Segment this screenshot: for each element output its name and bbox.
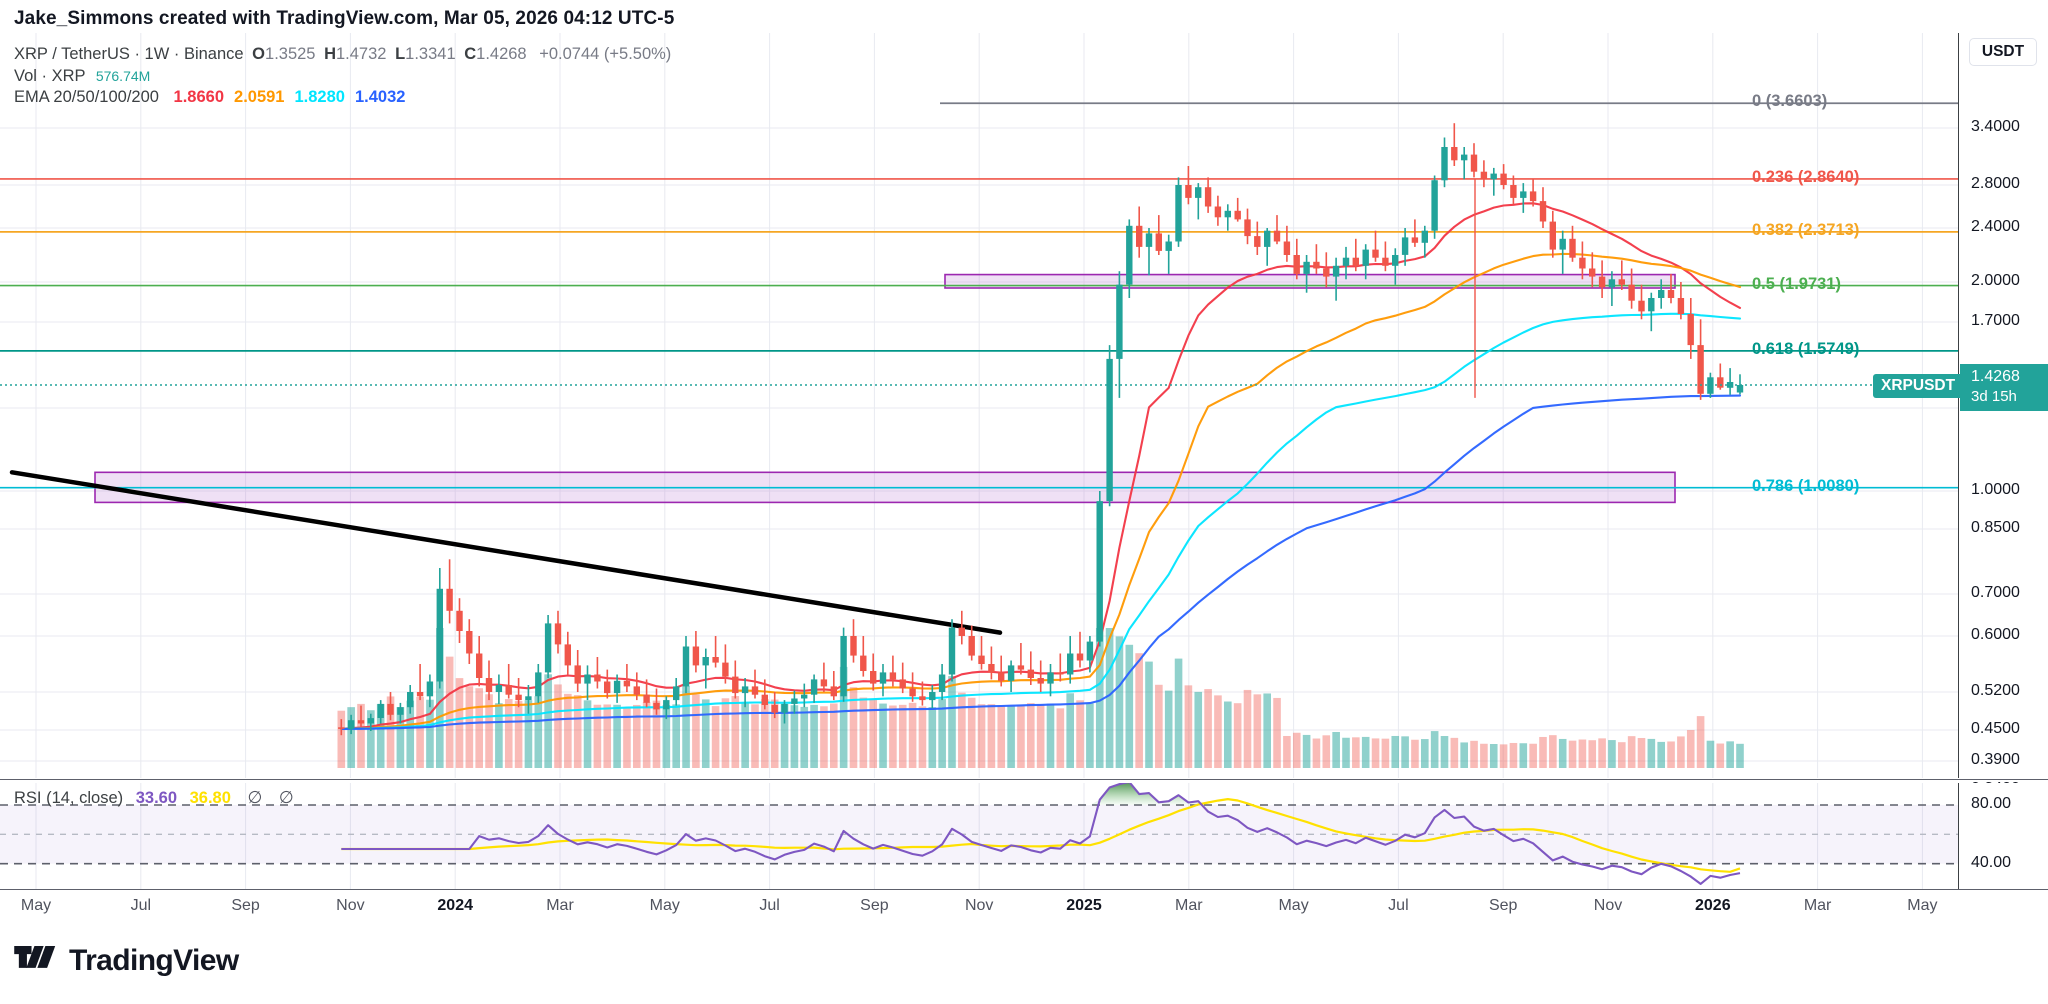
time-tick-label: Mar xyxy=(546,897,574,914)
legend-open-value: 1.3525 xyxy=(265,45,316,63)
price-tick-label: 3.4000 xyxy=(1971,118,2020,135)
time-tick-label: 2025 xyxy=(1066,897,1102,914)
price-pane[interactable] xyxy=(0,33,1958,778)
price-axis[interactable]: USDT 3.40002.80002.40002.00001.70001.200… xyxy=(1958,33,2048,797)
time-tick-label: May xyxy=(1907,897,1938,914)
time-tick-label: May xyxy=(649,897,680,914)
price-tick-label: 1.7000 xyxy=(1971,312,2020,329)
rsi-tick-label: 40.00 xyxy=(1971,853,2012,871)
attribution-text: Jake_Simmons created with TradingView.co… xyxy=(14,8,675,29)
legend-low-label: L xyxy=(395,45,406,63)
fib-level-label: 0 (3.6603) xyxy=(1752,92,1828,111)
price-tick-label: 0.5200 xyxy=(1971,682,2020,699)
symbol-price-tag: XRPUSDT xyxy=(1873,374,1964,398)
currency-badge: USDT xyxy=(1969,38,2037,66)
legend-ema-value: 1.8660 xyxy=(173,88,225,106)
legend-low-value: 1.3341 xyxy=(405,45,456,63)
legend-volume-number: 576.74 xyxy=(95,67,139,84)
fib-level-label: 0.236 (2.8640) xyxy=(1752,167,1860,186)
legend-close-value: 1.4268 xyxy=(476,45,527,63)
rsi-pane[interactable] xyxy=(0,783,1958,893)
rsi-legend-title: RSI (14, close) xyxy=(14,789,124,807)
footer: TradingView xyxy=(14,944,239,978)
rsi-tick-label: 80.00 xyxy=(1971,795,2012,812)
time-tick-label: May xyxy=(20,897,52,914)
time-tick-label: 2024 xyxy=(437,897,473,914)
rsi-legend-ma-value: 36.80 xyxy=(189,789,231,807)
pane-divider-top xyxy=(0,779,2048,780)
legend-volume-title: Vol · XRP xyxy=(14,66,86,85)
legend-high: H1.4732 xyxy=(324,45,386,63)
legend-row-ema[interactable]: EMA 20/50/100/200 1.8660 2.0591 1.8280 1.40… xyxy=(14,89,671,106)
legend-ema-value: 1.4032 xyxy=(354,88,406,106)
time-tick-label: Sep xyxy=(860,897,889,914)
bar-countdown: 3d 15h xyxy=(1971,388,2017,406)
time-tick-label: Sep xyxy=(231,897,260,914)
legend-ema-value: 2.0591 xyxy=(234,88,285,106)
legend-high-value: 1.4732 xyxy=(336,45,387,63)
fib-level-label: 0.5 (1.9731) xyxy=(1752,274,1841,293)
fib-level-label: 0.786 (1.0080) xyxy=(1752,476,1860,495)
legend-open-label: O xyxy=(252,45,266,63)
rsi-legend[interactable]: RSI (14, close) 33.60 36.80 ∅ ∅ xyxy=(14,788,294,808)
legend-ema-values: 1.8660 2.0591 1.8280 1.4032 xyxy=(164,88,406,106)
rsi-plot xyxy=(0,783,1958,893)
price-tick-label: 0.8500 xyxy=(1971,519,2020,536)
time-tick-label: Nov xyxy=(336,897,365,914)
time-tick-label: Nov xyxy=(1593,897,1623,914)
legend-volume-unit: M xyxy=(138,67,151,84)
rsi-axis[interactable]: 80.00 40.00 xyxy=(1958,783,2048,893)
legend-open: O1.3525 xyxy=(252,45,315,63)
current-price-value: 1.4268 xyxy=(1971,368,2020,385)
price-tick-label: 0.3900 xyxy=(1971,751,2020,768)
chart-legend: XRP / TetherUS · 1W · Binance O1.3525 H1… xyxy=(14,46,671,111)
current-price-tag: 1.4268 3d 15h xyxy=(1960,364,2048,411)
time-tick-label: Jul xyxy=(130,897,152,914)
price-tick-label: 1.0000 xyxy=(1971,481,2020,498)
rsi-legend-na-2: ∅ xyxy=(278,788,294,807)
legend-row-volume[interactable]: Vol · XRP 576.74M xyxy=(14,66,671,85)
time-tick-label: Jul xyxy=(1388,897,1409,914)
time-tick-label: Sep xyxy=(1488,897,1518,914)
fib-level-label: 0.618 (1.5749) xyxy=(1752,339,1860,358)
time-tick-label: May xyxy=(1278,897,1309,914)
price-tick-label: 2.0000 xyxy=(1971,272,2020,289)
tradingview-logo-icon xyxy=(14,946,56,968)
legend-volume-value: 576.74M xyxy=(96,67,151,85)
legend-change: +0.0744 (+5.50%) xyxy=(539,45,672,63)
rsi-legend-value: 33.60 xyxy=(135,789,178,807)
price-plot xyxy=(0,33,1958,778)
legend-ema-value: 1.8280 xyxy=(294,88,345,106)
time-tick-label: Mar xyxy=(1803,897,1832,914)
time-tick-label: Nov xyxy=(964,897,994,914)
fib-level-label: 0.382 (2.3713) xyxy=(1752,220,1860,239)
time-tick-label: Mar xyxy=(1175,897,1203,914)
time-axis[interactable]: May Jul Sep Nov 2024 Mar May Jul Sep Nov 2025 Mar Ma… xyxy=(0,889,2048,924)
price-tick-label: 0.7000 xyxy=(1971,584,2020,601)
chart-frame: USDT 3.40002.80002.40002.00001.70001.200… xyxy=(0,33,2048,893)
price-tick-label: 2.4000 xyxy=(1971,218,2020,235)
legend-close-label: C xyxy=(464,45,477,63)
price-tick-label: 0.6000 xyxy=(1971,626,2020,643)
time-tick-label: 2026 xyxy=(1695,897,1731,914)
legend-ema-title: EMA 20/50/100/200 xyxy=(14,88,159,106)
legend-close: C1.4268 xyxy=(464,45,526,63)
legend-low: L1.3341 xyxy=(395,45,456,63)
price-tick-label: 0.4500 xyxy=(1971,720,2020,737)
legend-high-label: H xyxy=(324,45,336,63)
legend-symbol-title: XRP / TetherUS · 1W · Binance xyxy=(14,45,244,63)
price-tick-label: 2.8000 xyxy=(1971,175,2020,192)
legend-row-symbol[interactable]: XRP / TetherUS · 1W · Binance O1.3525 H1… xyxy=(14,46,671,63)
tradingview-brand: TradingView xyxy=(69,944,239,977)
rsi-legend-na-1: ∅ xyxy=(247,788,263,807)
time-tick-label: Jul xyxy=(759,897,780,914)
